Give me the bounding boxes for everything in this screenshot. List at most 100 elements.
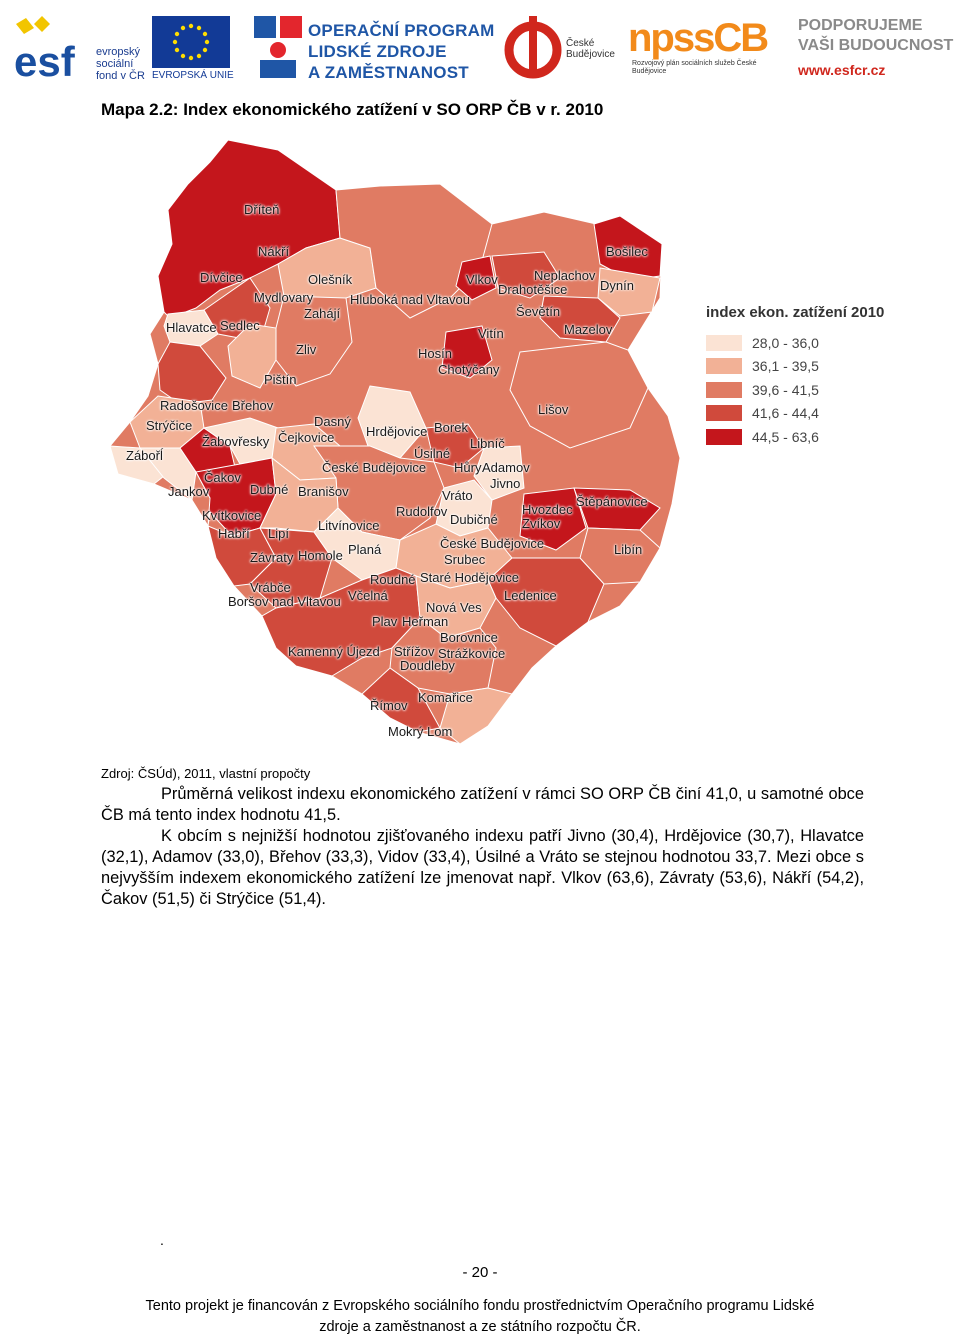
legend-rows: 28,0 - 36,0 36,1 - 39,5 39,6 - 41,5 41,6 - … (706, 331, 936, 449)
map-place-label: Neplachov (534, 268, 596, 283)
header-logos: esf evropský sociální fond v ČR EVROPSKÁ… (0, 0, 960, 92)
page-number: - 20 - (462, 1264, 498, 1281)
map-place-label: Hlavatce (166, 320, 217, 335)
legend-swatch (706, 334, 742, 351)
map-place-label: Boršov nad Vltavou (228, 594, 341, 609)
region (441, 325, 493, 379)
map-place-label: Hluboká nad Vltavou (350, 292, 470, 307)
esfcr-url: www.esfcr.cz (798, 62, 886, 78)
map-place-label: Úsilné (414, 446, 451, 461)
map-place-label: Planá (348, 542, 382, 557)
map-place-label: Plav (372, 614, 398, 629)
map-place-label: Dubičné (450, 512, 498, 527)
legend-label: 41,6 - 44,4 (752, 405, 819, 422)
map-place-label: Vitín (478, 326, 504, 341)
map-place-label: Dívčice (200, 270, 243, 285)
footer-line: Tento projekt je financován z Evropského… (145, 1298, 815, 1314)
map-place-label: Zvíkov (522, 516, 561, 531)
op-lzz-text: OPERAČNÍ PROGRAM LIDSKÉ ZDROJE A ZAMĚSTN… (308, 20, 494, 83)
map-place-label: Habří (218, 526, 250, 541)
legend-swatch (706, 381, 742, 398)
npss-logo: npssCB (628, 16, 769, 60)
map-shapes (109, 139, 681, 745)
map-place-label: Hosín (418, 346, 452, 361)
esf-logo-text: evropský sociální fond v ČR (96, 46, 145, 82)
ceske-budejovice-logo-icon (504, 16, 562, 79)
eu-stars-icon (172, 23, 210, 61)
map-place-label: Roudné (370, 572, 416, 587)
legend-row: 44,5 - 63,6 (706, 425, 936, 449)
esf-logo: esf (12, 14, 92, 80)
region (473, 445, 525, 501)
legend-row: 39,6 - 41,5 (706, 378, 936, 402)
map-place-label: Zábořĺ (126, 448, 163, 463)
map-place-label: Bošilec (606, 244, 648, 259)
map-place-label: Zliv (296, 342, 317, 357)
map-place-label: Homole (298, 548, 343, 563)
paragraph-lowest-highest: K obcím s nejnižší hodnotou zjišťovaného… (101, 827, 864, 908)
map-place-label: Mokrý Lom (388, 724, 453, 739)
map-place-label: Jivno (490, 476, 521, 491)
npss-subtitle: Rozvojový plán sociálních služeb České B… (632, 60, 757, 75)
region (455, 255, 497, 301)
map-place-label: Libníč (470, 436, 505, 451)
map-place-label: Žabovřesky (202, 434, 270, 449)
legend-label: 36,1 - 39,5 (752, 358, 819, 375)
eu-flag (152, 16, 230, 68)
map-place-label: Dasný (314, 414, 351, 429)
esf-logo-letters: esf (14, 38, 76, 80)
map-place-label: Kamenný Újezd (288, 644, 380, 659)
region (157, 341, 227, 405)
ceske-budejovice-text: České Budějovice (566, 38, 615, 60)
legend-label: 28,0 - 36,0 (752, 334, 819, 351)
map-place-label: Kvítkovice (202, 508, 262, 523)
podporujeme-slogan: PODPORUJEME VAŠI BUDOUCNOST (798, 16, 953, 56)
map-place-label: Adamov (482, 460, 530, 475)
footer-funding-note: Tento projekt je financován z Evropského… (0, 1296, 960, 1338)
map-place-label: Mazelov (564, 322, 613, 337)
map-place-label: Rudolfov (396, 504, 448, 519)
region (109, 445, 165, 485)
map-place-label: Branišov (298, 484, 349, 499)
footer-line: zdroje a zaměstnanost a ze státního rozp… (319, 1319, 641, 1335)
map-place-label: Břehov (232, 398, 274, 413)
map-place-label: Čakov (204, 470, 241, 485)
slogan-line: PODPORUJEME (798, 17, 923, 34)
map-place-label: Sedlec (220, 318, 260, 333)
region (491, 251, 561, 299)
map-place-label: Drahotěšice (498, 282, 568, 297)
map-place-label: Ševětín (516, 304, 561, 319)
map-place-label: Mydlovary (254, 290, 314, 305)
op-text-line: OPERAČNÍ PROGRAM (308, 21, 495, 40)
map-place-label: Chotýčany (438, 362, 500, 377)
map-place-label: Střížov (394, 644, 435, 659)
map-place-label: Nová Ves (426, 600, 482, 615)
op-text-line: LIDSKÉ ZDROJE (308, 42, 447, 61)
legend-row: 41,6 - 44,4 (706, 402, 936, 426)
map-place-label: Dubné (250, 482, 289, 497)
legend-swatch (706, 428, 742, 445)
map-place-label: Doudleby (400, 658, 455, 673)
legend-title: index ekon. zatížení 2010 (706, 304, 885, 321)
region (335, 183, 493, 319)
map-place-label: Vlkov (466, 272, 498, 287)
map-place-label: Čejkovice (278, 430, 335, 445)
map-place-label: Komařice (418, 690, 473, 705)
region (519, 487, 587, 551)
region (593, 215, 663, 281)
map-place-label: Staré Hodějovice (420, 570, 519, 585)
map-title: Mapa 2.2: Index ekonomického zatížení v … (101, 100, 604, 119)
map-place-label: Lipí (268, 526, 289, 541)
map-place-label: Olešník (308, 272, 353, 287)
map-place-label: Vrábče (250, 580, 291, 595)
map-place-label: Strážkovice (438, 646, 506, 661)
region (227, 323, 277, 389)
stray-dot: . (160, 1232, 164, 1248)
legend-swatch (706, 405, 742, 422)
region (425, 423, 485, 469)
map-legend: index ekon. zatížení 2010 28,0 - 36,0 36,… (706, 304, 936, 449)
map-place-label: Nákří (258, 244, 290, 259)
region (509, 341, 649, 449)
map-place-label: Hrdějovice (366, 424, 428, 439)
op-text-line: A ZAMĚSTNANOST (308, 63, 469, 82)
